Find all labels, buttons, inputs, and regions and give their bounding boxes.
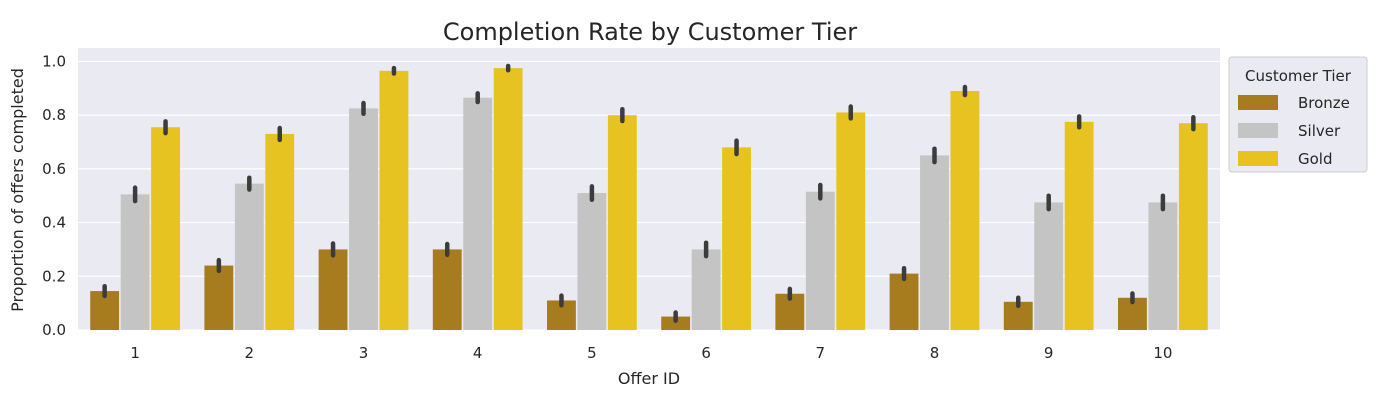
legend-label-gold: Gold (1298, 150, 1333, 168)
bar-silver (691, 249, 721, 330)
bar-bronze (889, 273, 919, 330)
bar-gold (493, 68, 523, 331)
bar-gold (1064, 121, 1094, 330)
x-tick-label: 1 (130, 344, 140, 362)
bar-gold (607, 115, 637, 331)
bar-silver (920, 155, 949, 330)
bar-bronze (661, 316, 691, 330)
bar-gold (1178, 123, 1208, 330)
bar-silver (577, 193, 607, 330)
x-tick-label: 7 (816, 344, 826, 362)
legend-swatch-gold (1238, 151, 1278, 166)
x-tick-label: 9 (1044, 344, 1054, 362)
x-tick-label: 10 (1153, 344, 1172, 362)
legend-label-silver: Silver (1298, 122, 1341, 140)
x-tick-label: 3 (359, 344, 369, 362)
y-tick-label: 0.0 (42, 321, 66, 339)
bar-gold (836, 112, 866, 330)
bar-gold (950, 90, 980, 330)
x-axis-label: Offer ID (618, 369, 680, 388)
bar-bronze (204, 265, 234, 330)
legend-title: Customer Tier (1245, 67, 1352, 85)
x-tick-label: 8 (930, 344, 940, 362)
legend-swatch-silver (1238, 123, 1278, 138)
y-tick-label: 1.0 (42, 52, 66, 70)
legend-box (1228, 56, 1368, 173)
x-tick-label: 4 (473, 344, 483, 362)
legend-items: Bronze Silver Gold (1238, 94, 1350, 168)
y-tick-label: 0.2 (42, 267, 66, 285)
bar-silver (1034, 202, 1064, 330)
bar-gold (151, 127, 180, 330)
legend-label-bronze: Bronze (1298, 94, 1350, 112)
bar-silver (1148, 202, 1178, 330)
bar-gold (722, 147, 751, 330)
y-tick-label: 0.8 (42, 106, 66, 124)
legend-swatch-bronze (1238, 95, 1278, 110)
bars-layer (90, 68, 1208, 331)
bar-gold (379, 70, 409, 330)
x-axis-ticks: 1 2 3 4 5 6 7 8 9 10 (130, 344, 1172, 362)
bar-silver (349, 108, 378, 330)
y-tick-label: 0.4 (42, 214, 66, 232)
error-bars-layer (102, 63, 1196, 323)
y-tick-label: 0.6 (42, 160, 66, 178)
bar-silver (805, 191, 835, 330)
y-axis-label: Proportion of offers completed (8, 68, 27, 312)
bar-bronze (318, 249, 348, 330)
legend: Customer Tier Bronze Silver Gold (1228, 56, 1368, 173)
x-tick-label: 5 (587, 344, 597, 362)
x-tick-label: 6 (701, 344, 711, 362)
bar-silver (120, 194, 150, 330)
bar-silver (234, 183, 264, 330)
bar-silver (463, 97, 493, 330)
bar-gold (265, 133, 295, 330)
x-tick-label: 2 (245, 344, 255, 362)
bar-bronze (432, 249, 462, 330)
y-axis-ticks: 0.0 0.2 0.4 0.6 0.8 1.0 (42, 52, 66, 339)
chart-title: Completion Rate by Customer Tier (443, 18, 857, 46)
